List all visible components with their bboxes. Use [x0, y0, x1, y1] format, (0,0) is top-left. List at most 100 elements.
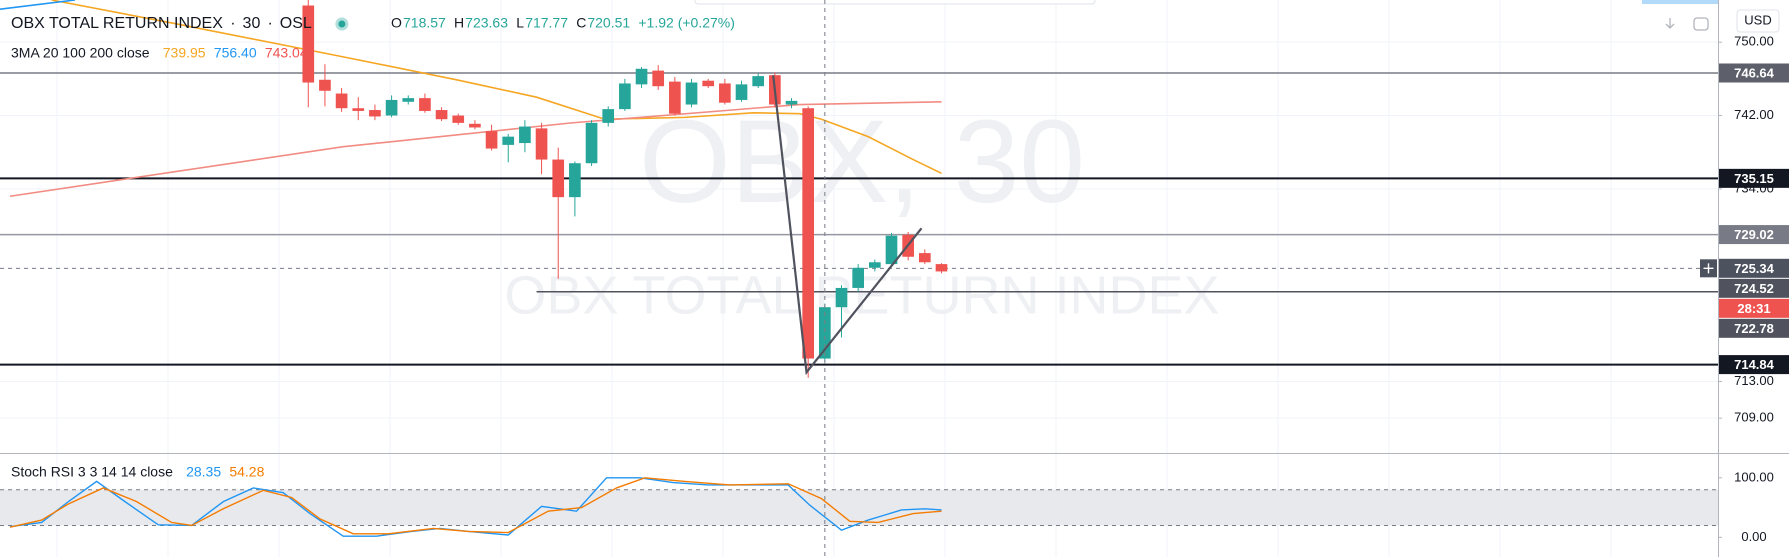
candle-body — [602, 109, 615, 123]
ohlc-key: L — [516, 15, 524, 31]
candle-body — [819, 307, 831, 359]
toolbar-edge — [694, 0, 1096, 5]
badge — [1719, 318, 1789, 338]
candle-body — [519, 126, 531, 144]
ma-line — [51, 0, 942, 175]
candle-body — [419, 98, 431, 111]
badge-text: 28:31 — [1737, 301, 1770, 316]
rsi-pane — [0, 477, 1718, 537]
candle-body — [669, 81, 681, 114]
exchange: OSL — [280, 15, 312, 32]
price-label: 722.78 — [1719, 318, 1789, 338]
candle-body — [485, 131, 498, 149]
watermark-big: OBX, 30 — [639, 96, 1085, 228]
trend-line — [772, 75, 923, 376]
candle-body — [319, 79, 331, 91]
badge-text: 724.52 — [1734, 281, 1774, 296]
candle-body — [852, 267, 864, 288]
scroll-button[interactable] — [1665, 18, 1675, 29]
rsi-band — [0, 489, 1718, 526]
ma-value: 739.95 — [163, 45, 206, 61]
price-label: 725.34 — [1719, 258, 1789, 278]
badge — [1719, 298, 1789, 318]
badge — [1719, 278, 1789, 298]
market-status[interactable] — [335, 17, 349, 31]
candle-body — [535, 128, 548, 160]
badge-text: 735.15 — [1734, 171, 1774, 186]
candle-body — [302, 5, 315, 83]
candle-body — [652, 70, 665, 87]
ma-line — [0, 0, 76, 10]
rsi-line — [9, 477, 942, 535]
maximize-button[interactable] — [1693, 17, 1709, 31]
candle-body — [435, 110, 448, 120]
y-tick-label: 709.00 — [1734, 410, 1774, 425]
price-label: 714.84 — [1719, 355, 1789, 375]
separator: · — [230, 15, 235, 32]
ohlc-value: 717.77 — [525, 15, 568, 31]
rsi-value: 54.28 — [229, 464, 264, 480]
ma-title: 3MA 20 100 200 close — [11, 45, 150, 61]
y-tick-label: 0.00 — [1741, 529, 1766, 544]
badge-text: 729.02 — [1734, 227, 1774, 242]
toolbar-edge — [1642, 0, 1718, 4]
ohlc-key: C — [576, 15, 586, 31]
ma-line — [9, 100, 942, 198]
pane-buttons — [1665, 17, 1709, 31]
symbol[interactable]: OBX TOTAL RETURN INDEX — [11, 15, 223, 32]
price-axis: 750.00742.00734.00713.00709.00746.64735.… — [1700, 34, 1789, 544]
grid — [0, 0, 1718, 557]
badge-text: 725.34 — [1734, 261, 1775, 276]
candle-body — [719, 83, 731, 103]
candle-body — [635, 68, 648, 85]
badge-text: 746.64 — [1734, 65, 1775, 80]
badge — [1719, 168, 1789, 188]
ohlc-value: 720.51 — [587, 15, 630, 31]
candle-body — [918, 253, 931, 263]
candle-body — [802, 108, 815, 359]
y-tick-label: 713.00 — [1734, 373, 1774, 388]
candle-body — [402, 98, 415, 102]
candle-body — [385, 99, 398, 116]
badge — [1719, 355, 1789, 375]
candle-body — [502, 136, 515, 145]
badge — [1719, 258, 1789, 278]
candle-body — [369, 110, 381, 117]
price-pane — [0, 0, 1718, 378]
price-label: 746.64 — [1719, 63, 1789, 83]
candle-body — [835, 287, 848, 308]
badge-text: 714.84 — [1734, 357, 1775, 372]
candle-body — [685, 82, 698, 105]
price-label: 735.15 — [1719, 168, 1789, 188]
candle-body — [702, 80, 715, 87]
currency: USD — [1744, 12, 1771, 27]
candle-body — [352, 108, 365, 111]
candle-body — [585, 122, 598, 164]
candle-body — [552, 159, 565, 198]
ohlc-legend: O 718.57 H 723.63 L 717.77 C 720.51 +1.92 (+0.27… — [391, 15, 735, 31]
ohlc-change: +1.92 (+0.27%) — [638, 15, 735, 31]
candle-body — [452, 115, 465, 123]
currency-button[interactable] — [1736, 9, 1780, 33]
y-tick-label: 750.00 — [1734, 34, 1774, 49]
rsi-title: Stoch RSI 3 3 14 14 close — [11, 464, 173, 480]
candle-body — [335, 93, 348, 109]
price-label: 729.02 — [1719, 225, 1789, 245]
ohlc-value: 723.63 — [465, 15, 508, 31]
candle-body — [935, 264, 948, 272]
add-alert-button[interactable] — [1700, 259, 1717, 278]
interval[interactable]: 30 — [243, 15, 261, 32]
candle-body — [752, 76, 765, 87]
watermark: OBX, 30 OBX TOTAL RETURN INDEX — [504, 96, 1219, 325]
ma-value: 743.04 — [265, 45, 308, 61]
candle-body — [469, 123, 481, 128]
ma-value: 756.40 — [214, 45, 257, 61]
ohlc-key: O — [391, 15, 402, 31]
ohlc-value: 718.57 — [403, 15, 446, 31]
price-label: 724.52 — [1719, 278, 1789, 298]
rsi-value: 28.35 — [186, 464, 221, 480]
badge — [1719, 225, 1789, 245]
ma-legend: 3MA 20 100 200 close 739.95 756.40 743.04 — [11, 45, 308, 61]
